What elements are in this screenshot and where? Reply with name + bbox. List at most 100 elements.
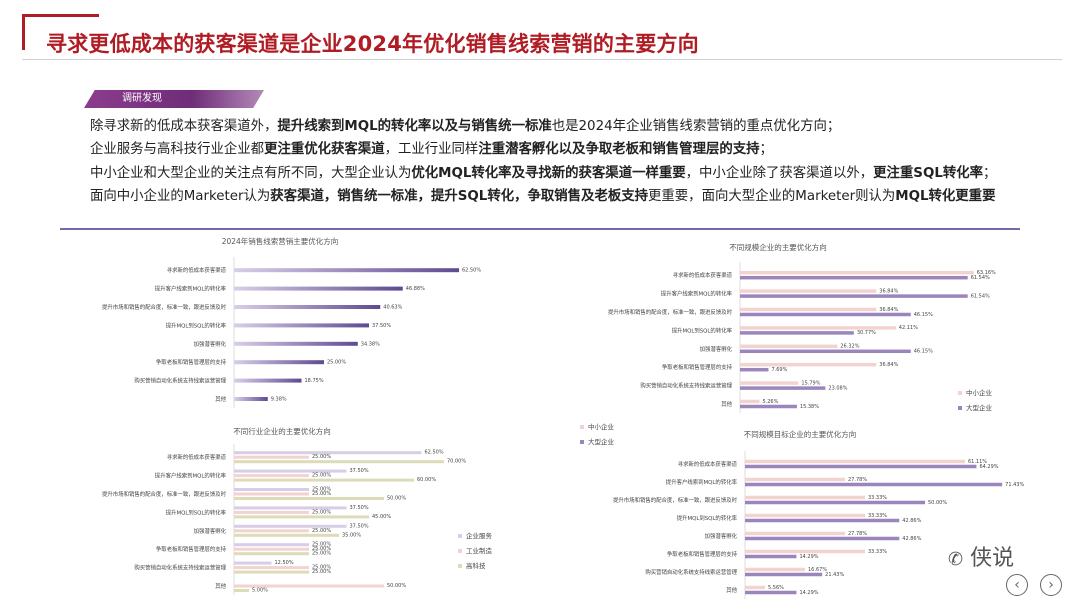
bar (234, 397, 268, 401)
category-label: 加强潜客孵化 (194, 527, 227, 535)
section-divider (60, 228, 1020, 230)
data-label: 25.00% (312, 487, 331, 493)
bar (740, 381, 799, 385)
bar (234, 341, 358, 346)
data-label: 36.84% (879, 362, 898, 368)
data-label: 45.00% (372, 514, 391, 520)
data-label: 42.11% (899, 325, 918, 331)
page-title: 寻求更低成本的获客渠道是企业2024年优化销售线索营销的主要方向 (46, 32, 699, 56)
data-label: 37.50% (350, 523, 369, 529)
data-label: 46.15% (914, 349, 933, 355)
data-label: 25.00% (312, 551, 331, 557)
category-label: 加强潜客孵化 (700, 345, 733, 353)
bar (740, 349, 911, 354)
bar (740, 312, 911, 317)
category-label: 寻求新的低成本获客渠道 (167, 453, 227, 461)
bar (745, 459, 965, 464)
finding-run: 除寻求新的低成本获客渠道外， (90, 119, 278, 134)
data-label: 12.50% (275, 560, 294, 566)
data-label: 25.00% (312, 454, 331, 460)
data-label: 16.67% (808, 567, 827, 573)
bar (740, 331, 854, 335)
bar (740, 344, 838, 349)
finding-run: 更注重SQL转化率 (873, 165, 984, 181)
data-label: 25.00% (312, 491, 331, 497)
data-label: 37.50% (350, 468, 369, 474)
bar (234, 506, 347, 510)
bar (234, 478, 414, 482)
bar (745, 572, 823, 577)
data-label: 27.78% (848, 531, 867, 537)
legend-label: 工业制造 (466, 546, 493, 555)
wechat-watermark: ✆ 侠说 (948, 540, 1014, 572)
legend-label: 大型企业 (588, 437, 615, 446)
bar (745, 482, 1003, 487)
data-label: 15.79% (801, 380, 820, 386)
bar (234, 547, 309, 551)
data-label: 15.38% (800, 404, 819, 410)
category-label: 其他 (726, 586, 737, 594)
bar (740, 362, 877, 367)
category-label: 其他 (721, 400, 732, 408)
category-label: 提升市场和销售的配合度，标准一致，跟进反馈及时 (608, 308, 733, 316)
data-label: 26.32% (840, 344, 859, 350)
data-label: 25.00% (312, 473, 331, 479)
bar (234, 378, 302, 383)
findings-text: 除寻求新的低成本获客渠道外，提升线索到MQL的转化率以及与销售统一标准也是202… (90, 115, 1050, 209)
legend-label: 中小企业 (966, 388, 993, 397)
legend-swatch (958, 391, 962, 395)
data-label: 25.00% (312, 569, 331, 575)
bar (234, 305, 381, 309)
legend-label: 企业服务 (466, 531, 493, 540)
data-label: 64.29% (979, 464, 998, 470)
data-label: 60.00% (417, 477, 436, 483)
data-label: 36.84% (879, 288, 898, 294)
data-label: 71.43% (1005, 482, 1024, 488)
category-label: 提升客户线索到MQL的转化率 (155, 285, 227, 293)
category-label: 争取老板和销售管理层的支持 (156, 545, 227, 553)
legend-swatch (958, 406, 962, 410)
bar (740, 307, 877, 312)
data-label: 25.00% (312, 546, 331, 552)
data-label: 30.77% (857, 330, 876, 336)
bar (234, 460, 444, 464)
bar (234, 469, 347, 473)
next-page-button[interactable]: › (1040, 574, 1062, 596)
data-label: 50.00% (387, 496, 406, 502)
data-label: 70.00% (447, 459, 466, 465)
bar (234, 584, 384, 588)
title-bracket-tick (22, 44, 25, 50)
bar (234, 323, 369, 328)
prev-page-button[interactable]: ‹ (1006, 574, 1028, 596)
category-label: 加强潜客孵化 (194, 340, 227, 348)
chart-title: 不同规模目标企业的主要优化方向 (744, 429, 857, 439)
data-label: 62.50% (425, 450, 444, 456)
data-label: 33.33% (868, 495, 887, 501)
bar (745, 549, 865, 554)
legend-swatch (458, 534, 462, 538)
finding-run: 提升线索到MQL的转化率以及与销售统一标准 (277, 119, 552, 134)
data-label: 35.00% (342, 532, 361, 538)
bar (745, 585, 766, 590)
finding-run: 中小企业和大型企业的关注点有所不同，大型企业认为 (90, 165, 412, 181)
finding-run: ，中小企业除了获客渠道以外， (685, 165, 874, 181)
bar (740, 275, 968, 280)
bar (740, 326, 896, 330)
data-label: 42.86% (902, 518, 921, 524)
category-label: 提升客户线索到MQL的转化率 (661, 290, 733, 298)
finding-run: 获客渠道，销售统一标准，提升SQL转化，争取销售及老板支持 (270, 189, 649, 205)
category-label: 提升客户线索到MQL的转化率 (666, 478, 738, 486)
bar (234, 533, 339, 537)
data-label: 14.29% (799, 590, 818, 596)
bar (234, 543, 309, 547)
category-label: 购买营销自动化系统支持线索运营管理 (134, 377, 226, 385)
data-label: 34.38% (361, 341, 380, 347)
data-label: 61.54% (971, 275, 990, 281)
bar (745, 554, 797, 559)
bar (234, 552, 309, 556)
data-label: 50.00% (928, 500, 947, 506)
bar (745, 477, 846, 482)
watermark-text: 侠说 (970, 546, 1015, 571)
bar (234, 529, 309, 533)
